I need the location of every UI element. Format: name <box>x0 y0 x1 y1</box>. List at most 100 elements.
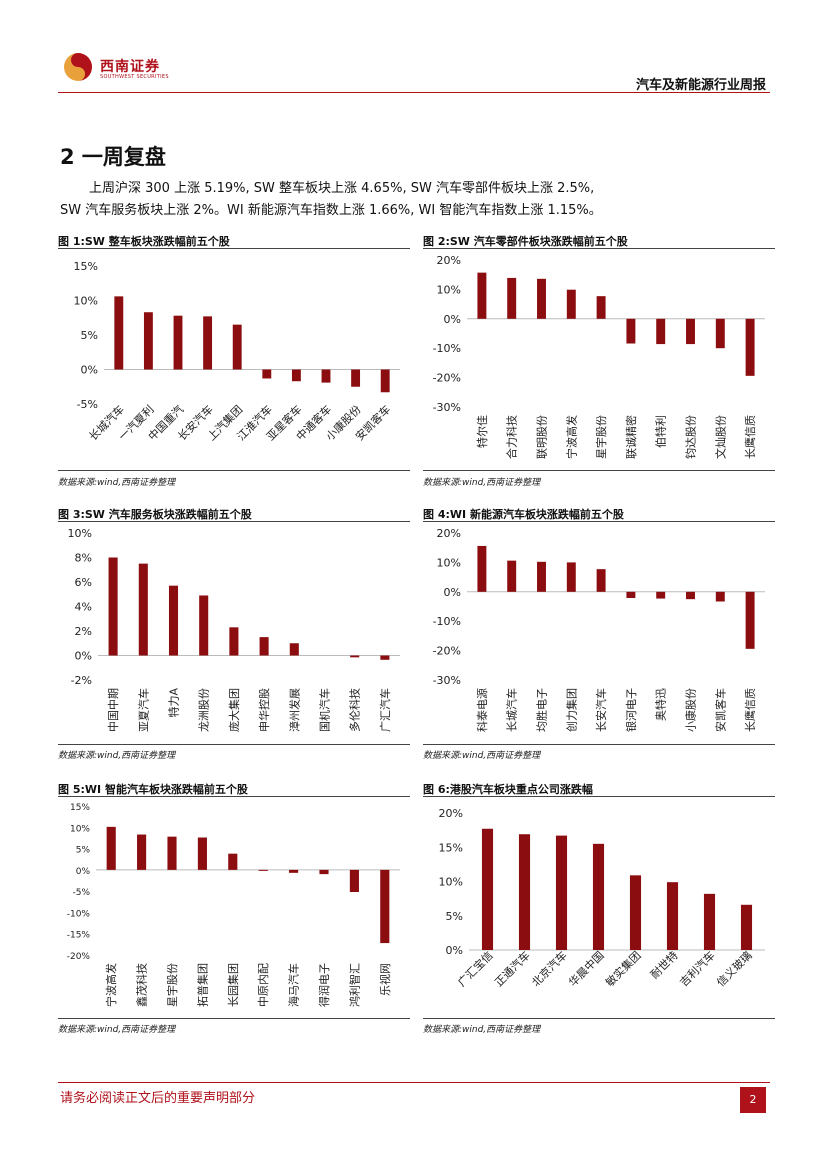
bar <box>143 312 153 370</box>
bar <box>477 545 487 592</box>
y-tick-label: 0% <box>76 867 91 877</box>
bar <box>229 627 239 656</box>
y-tick-label: 15% <box>74 260 98 273</box>
bar <box>477 272 487 319</box>
category-label: 广汇汽车 <box>378 688 392 732</box>
category-label: 申华控股 <box>257 688 271 732</box>
y-tick-label: 0% <box>81 364 98 377</box>
bar <box>289 643 299 656</box>
category-label: 信义玻璃 <box>714 948 755 989</box>
category-label: 科泰电源 <box>475 688 489 732</box>
bar <box>380 369 390 393</box>
category-label: 中国中期 <box>107 688 120 732</box>
figure-title: 图 2:SW 汽车零部件板块涨跌幅前五个股 <box>423 235 628 248</box>
bar <box>203 316 213 370</box>
bar <box>228 853 238 870</box>
category-label: 长鹰信质 <box>743 688 757 732</box>
bar <box>138 563 148 656</box>
category-label: 国机汽车 <box>318 688 332 732</box>
chart-5: -20% -15% -10% -5% 0% 5% 10% 15% 宁波高发 鑫茂科技 星宇股份 拓普集… <box>67 803 400 1007</box>
category-label: 吉利汽车 <box>677 948 718 989</box>
y-tick-label: -20% <box>433 645 461 658</box>
figure-title: 图 3:SW 汽车服务板块涨跌幅前五个股 <box>58 508 252 521</box>
y-tick-label: 10% <box>439 876 463 889</box>
category-label: 创力集团 <box>564 688 578 732</box>
bar <box>596 569 606 592</box>
footer-disclaimer: 请务必阅读正文后的重要声明部分 <box>60 1091 256 1106</box>
figure-source: 数据来源:wind,西南证券整理 <box>423 751 541 761</box>
figure-bottom-rule <box>423 1018 775 1019</box>
bar <box>715 591 725 602</box>
category-label: 安凯客车 <box>713 688 727 732</box>
figure-top-rule <box>58 521 410 522</box>
figure-source: 数据来源:wind,西南证券整理 <box>423 1025 541 1035</box>
figure-top-rule <box>58 796 410 797</box>
y-tick-label: 0% <box>444 313 461 326</box>
bar <box>351 369 361 387</box>
bar <box>715 318 725 349</box>
figure-title: 图 1:SW 整车板块涨跌幅前五个股 <box>58 235 230 248</box>
category-label: 鸿利智汇 <box>347 963 361 1007</box>
figure-top-rule <box>423 521 775 522</box>
y-tick-label: 10% <box>74 295 98 308</box>
y-tick-label: -30% <box>433 674 461 687</box>
figure-title: 图 5:WI 智能汽车板块涨跌幅前五个股 <box>58 783 248 796</box>
bar <box>108 557 118 656</box>
bar <box>481 828 494 950</box>
bar <box>740 904 753 950</box>
category-label: 小康股份 <box>684 688 698 732</box>
category-label: 长鹰信质 <box>743 415 757 459</box>
bar <box>507 277 517 319</box>
category-label: 长城汽车 <box>505 688 519 732</box>
bar <box>167 836 177 870</box>
bar <box>537 278 546 319</box>
category-label: 特尔佳 <box>475 415 489 448</box>
y-tick-label: 5% <box>76 846 91 856</box>
y-tick-label: 20% <box>437 254 461 267</box>
bar <box>656 318 666 345</box>
bar <box>380 869 390 944</box>
category-label: 敏实集团 <box>603 948 644 989</box>
category-label: 海马汽车 <box>287 963 301 1007</box>
bar <box>291 369 301 382</box>
y-tick-label: 6% <box>75 576 92 589</box>
brand-logo-icon <box>64 53 92 81</box>
bar <box>106 826 116 870</box>
category-label: 正通汽车 <box>492 948 533 989</box>
category-label: 耐世特 <box>647 948 680 981</box>
category-label: 特力A <box>167 688 181 718</box>
figure-top-rule <box>58 248 410 249</box>
category-label: 钧达股份 <box>684 415 698 459</box>
bar <box>626 318 636 344</box>
bar <box>197 837 207 870</box>
bar <box>168 585 179 656</box>
y-tick-label: -5% <box>77 398 98 411</box>
bar <box>686 591 695 600</box>
y-tick-label: 5% <box>81 329 98 342</box>
y-tick-label: -5% <box>72 888 90 898</box>
category-label: 长安汽车 <box>594 688 608 732</box>
category-label: 银河电子 <box>624 688 638 732</box>
bar <box>592 843 605 950</box>
figure-bottom-rule <box>423 744 775 745</box>
figure-bottom-rule <box>58 1018 410 1019</box>
y-tick-label: 0% <box>446 944 463 957</box>
y-tick-label: -20% <box>67 952 91 962</box>
y-tick-label: 15% <box>70 803 90 813</box>
figure-source: 数据来源:wind,西南证券整理 <box>58 478 176 488</box>
section-title: 2 一周复盘 <box>60 145 166 169</box>
category-label: 合力科技 <box>505 415 519 459</box>
summary-paragraph-line-1: 上周沪深 300 上涨 5.19%, SW 整车板块上涨 4.65%, SW 汽… <box>89 181 595 196</box>
footer-divider <box>58 1082 770 1083</box>
header-divider <box>58 92 770 93</box>
category-label: 中原内配 <box>256 963 270 1007</box>
summary-paragraph-line-2: SW 汽车服务板块上涨 2%。WI 新能源汽车指数上涨 1.66%, WI 智能… <box>60 203 602 218</box>
bar <box>173 315 183 370</box>
bar <box>656 591 666 599</box>
y-tick-label: 15% <box>439 841 463 854</box>
category-label: 漳州发展 <box>287 688 301 732</box>
figure-bottom-rule <box>58 470 410 471</box>
bar <box>626 591 636 598</box>
y-tick-label: 10% <box>68 527 92 540</box>
